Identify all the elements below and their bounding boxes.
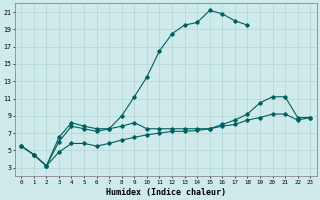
X-axis label: Humidex (Indice chaleur): Humidex (Indice chaleur) xyxy=(106,188,226,197)
